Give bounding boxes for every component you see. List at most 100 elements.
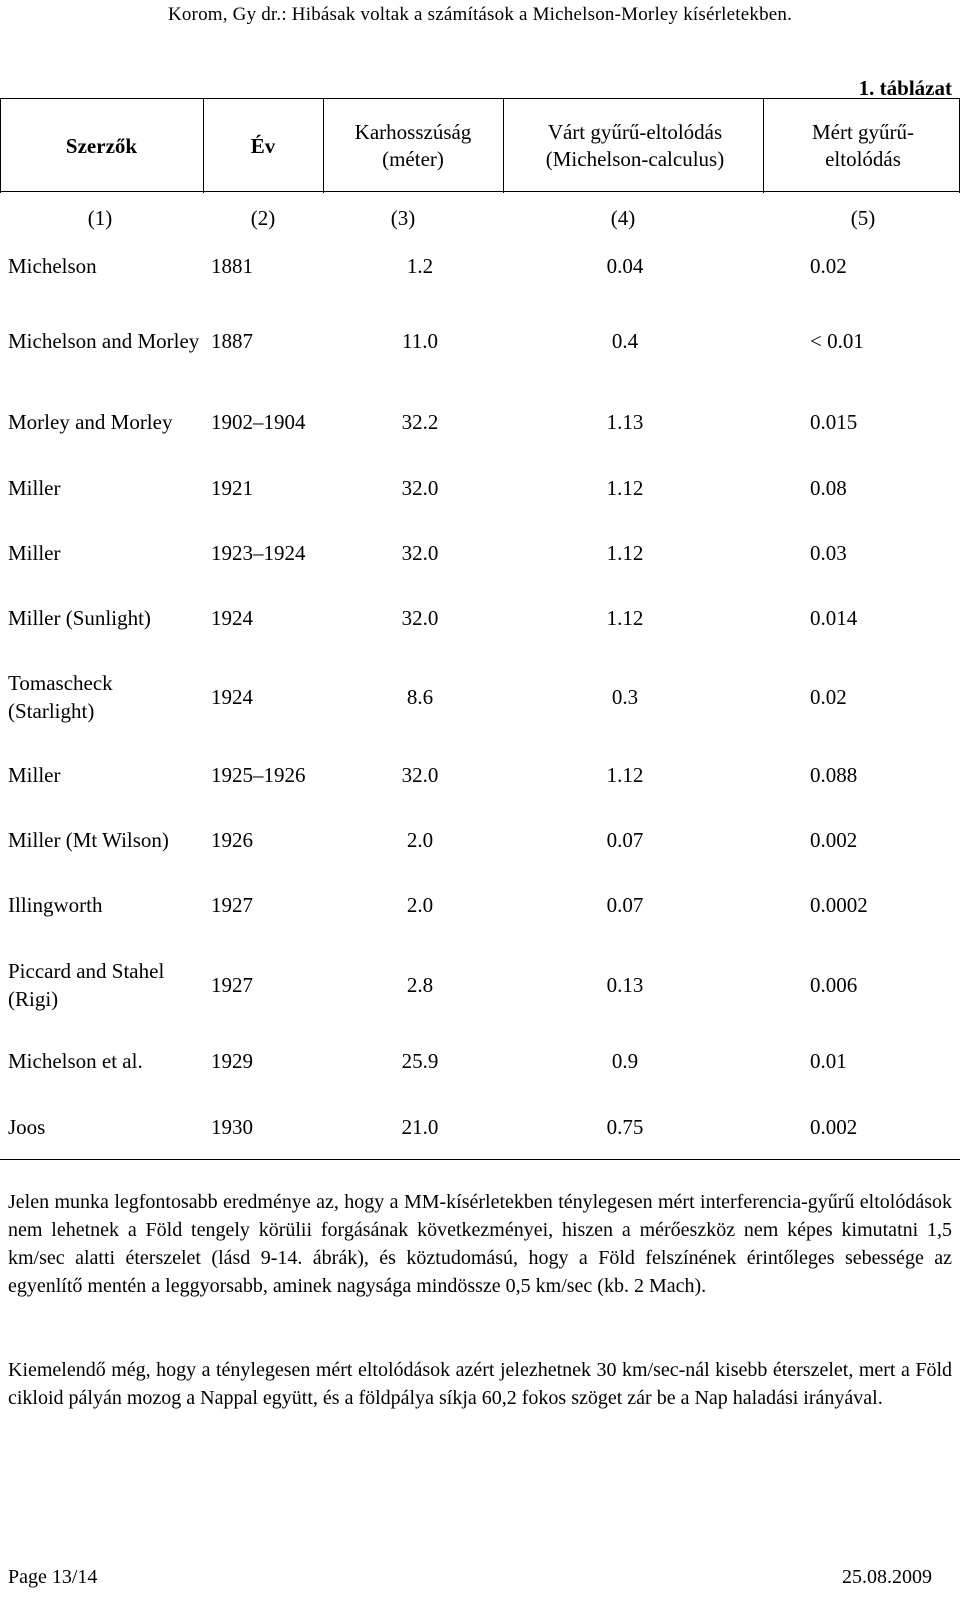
cell-author: Miller <box>8 763 61 787</box>
cell-year: 1927 <box>211 973 253 997</box>
cell-arm-length: 32.0 <box>401 541 439 565</box>
column-number-3: (3) <box>390 206 416 230</box>
header-divider-4 <box>763 98 764 193</box>
cell-year: 1924 <box>211 606 253 630</box>
cell-year: 1921 <box>211 476 253 500</box>
column-header-year: Év <box>250 133 276 158</box>
header-divider-2 <box>323 98 324 193</box>
cell-expected-shift: 1.12 <box>606 763 644 787</box>
table-row: Michelson 1881 1.2 0.04 0.02 <box>0 251 960 281</box>
cell-expected-shift: 0.75 <box>606 1115 644 1139</box>
cell-arm-length: 25.9 <box>401 1049 439 1073</box>
cell-year: 1923–1924 <box>211 541 306 565</box>
cell-author: Miller <box>8 541 61 565</box>
column-header-measured-shift: Mért gyűrű-eltolódás <box>811 120 915 171</box>
cell-arm-length: 21.0 <box>401 1115 439 1139</box>
cell-author: Tomascheck (Starlight) <box>8 671 113 723</box>
cell-arm-length: 32.0 <box>401 763 439 787</box>
cell-measured-shift: 0.02 <box>810 254 847 278</box>
cell-year: 1930 <box>211 1115 253 1139</box>
cell-arm-length: 32.0 <box>401 476 439 500</box>
table-row: Miller (Sunlight) 1924 32.0 1.12 0.014 <box>0 603 960 633</box>
table-row: Miller 1921 32.0 1.12 0.08 <box>0 473 960 503</box>
page-number: Page 13/14 <box>8 1566 98 1588</box>
table-row: Morley and Morley 1902–1904 32.2 1.13 0.… <box>0 407 960 437</box>
cell-expected-shift: 1.12 <box>606 476 644 500</box>
cell-author: Michelson <box>8 254 97 278</box>
cell-arm-length: 2.0 <box>406 893 434 917</box>
table-row: Miller 1925–1926 32.0 1.12 0.088 <box>0 760 960 790</box>
cell-author: Miller (Sunlight) <box>8 606 151 630</box>
cell-measured-shift: 0.015 <box>810 410 858 434</box>
table-row: Miller (Mt Wilson) 1926 2.0 0.07 0.002 <box>0 825 960 855</box>
cell-expected-shift: 0.9 <box>611 1049 639 1073</box>
cell-expected-shift: 0.4 <box>611 329 639 353</box>
header-border-left <box>0 98 1 193</box>
cell-measured-shift: < 0.01 <box>810 329 864 353</box>
cell-measured-shift: 0.014 <box>810 606 858 630</box>
cell-arm-length: 2.8 <box>406 973 434 997</box>
body-paragraph: Jelen munka legfontosabb eredménye az, h… <box>8 1191 952 1297</box>
cell-expected-shift: 0.07 <box>606 893 644 917</box>
table-bottom-border <box>0 1159 960 1160</box>
column-header-authors: Szerzők <box>65 133 138 158</box>
table-row: Tomascheck (Starlight) 1924 8.6 0.3 0.02 <box>0 668 960 726</box>
cell-measured-shift: 0.01 <box>810 1049 847 1073</box>
cell-year: 1924 <box>211 685 253 709</box>
body-paragraph: Kiemelendő még, hogy a ténylegesen mért … <box>8 1359 952 1409</box>
cell-expected-shift: 0.3 <box>611 685 639 709</box>
table-row: Michelson et al. 1929 25.9 0.9 0.01 <box>0 1046 960 1076</box>
cell-measured-shift: 0.0002 <box>810 893 868 917</box>
cell-year: 1887 <box>211 329 253 353</box>
cell-arm-length: 32.2 <box>401 410 439 434</box>
cell-measured-shift: 0.03 <box>810 541 847 565</box>
table-row: Illingworth 1927 2.0 0.07 0.0002 <box>0 890 960 920</box>
table-row: Miller 1923–1924 32.0 1.12 0.03 <box>0 538 960 568</box>
cell-author: Miller (Mt Wilson) <box>8 828 169 852</box>
cell-arm-length: 8.6 <box>406 685 434 709</box>
cell-measured-shift: 0.006 <box>810 973 858 997</box>
cell-arm-length: 11.0 <box>402 329 438 353</box>
column-header-expected-shift: Várt gyűrű-eltolódás (Michelson-calculus… <box>545 120 725 171</box>
column-header-arm-length: Karhosszúság (méter) <box>354 120 472 171</box>
header-divider-3 <box>503 98 504 193</box>
cell-year: 1927 <box>211 893 253 917</box>
cell-year: 1925–1926 <box>211 763 306 787</box>
column-number-5: (5) <box>850 206 876 230</box>
table-top-border <box>0 98 960 99</box>
table-row: Joos 1930 21.0 0.75 0.002 <box>0 1112 960 1142</box>
footer-date: 25.08.2009 <box>842 1566 932 1588</box>
cell-expected-shift: 1.12 <box>606 606 644 630</box>
table-label: 1. táblázat <box>858 76 952 100</box>
cell-expected-shift: 0.07 <box>606 828 644 852</box>
cell-author: Joos <box>8 1115 46 1139</box>
column-number-1: (1) <box>87 206 113 230</box>
cell-year: 1929 <box>211 1049 253 1073</box>
cell-year: 1902–1904 <box>211 410 306 434</box>
cell-author: Illingworth <box>8 893 103 917</box>
cell-expected-shift: 0.04 <box>606 254 644 278</box>
cell-year: 1926 <box>211 828 253 852</box>
header-bottom-border <box>0 191 960 192</box>
cell-arm-length: 2.0 <box>406 828 434 852</box>
cell-arm-length: 32.0 <box>401 606 439 630</box>
cell-author: Michelson and Morley <box>8 329 200 353</box>
cell-measured-shift: 0.002 <box>810 1115 858 1139</box>
cell-year: 1881 <box>211 254 253 278</box>
cell-measured-shift: 0.088 <box>810 763 858 787</box>
cell-author: Piccard and Stahel (Rigi) <box>8 959 165 1011</box>
cell-expected-shift: 1.12 <box>606 541 644 565</box>
cell-expected-shift: 0.13 <box>606 973 644 997</box>
table-row: Michelson and Morley 1887 11.0 0.4 < 0.0… <box>0 312 960 370</box>
cell-expected-shift: 1.13 <box>606 410 644 434</box>
table-row: Piccard and Stahel (Rigi) 1927 2.8 0.13 … <box>0 956 960 1014</box>
cell-author: Michelson et al. <box>8 1049 143 1073</box>
cell-measured-shift: 0.002 <box>810 828 858 852</box>
cell-author: Morley and Morley <box>8 410 173 434</box>
cell-measured-shift: 0.02 <box>810 685 847 709</box>
cell-arm-length: 1.2 <box>406 254 434 278</box>
header-divider-1 <box>203 98 204 193</box>
cell-measured-shift: 0.08 <box>810 476 847 500</box>
cell-author: Miller <box>8 476 61 500</box>
column-number-2: (2) <box>250 206 276 230</box>
